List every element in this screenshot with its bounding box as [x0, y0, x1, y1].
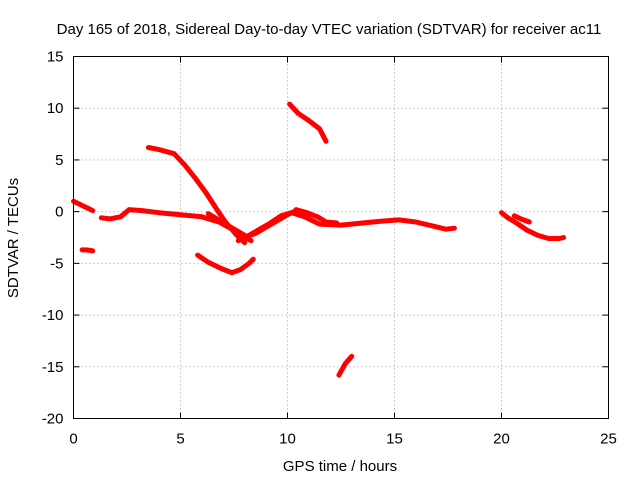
y-tick-label: -10 — [42, 307, 64, 324]
y-tick-label: 5 — [55, 152, 63, 169]
y-tick-label: 15 — [47, 49, 64, 66]
y-tick-label: -5 — [50, 255, 63, 272]
chart-title: Day 165 of 2018, Sidereal Day-to-day VTE… — [57, 21, 602, 38]
series-arc-12 — [511, 213, 532, 225]
grid-lines — [73, 56, 609, 419]
series-arc-2 — [79, 247, 96, 254]
y-tick-label: -20 — [42, 411, 64, 428]
x-axis-label: GPS time / hours — [283, 458, 397, 475]
x-tick-label: 0 — [69, 431, 77, 448]
y-tick-label: 0 — [55, 204, 63, 221]
data-series-layer — [71, 101, 567, 378]
y-axis-label: SDTVAR / TECUs — [5, 178, 22, 298]
x-tick-label: 5 — [176, 431, 184, 448]
x-tick-label: 25 — [600, 431, 617, 448]
plot-frame — [73, 56, 609, 419]
y-tick-label: 10 — [47, 100, 64, 117]
x-tick-label: 15 — [386, 431, 403, 448]
x-tick-label: 10 — [279, 431, 296, 448]
series-arc-11 — [499, 210, 567, 241]
series-arc-8 — [293, 207, 340, 226]
series-arc-10 — [336, 353, 355, 378]
x-tick-label: 20 — [493, 431, 510, 448]
axis-ticks: 0 5 10 15 20 25 -20 -15 -10 -5 0 5 10 15 — [42, 49, 617, 448]
series-arc-1 — [71, 198, 96, 214]
series-arc-5 — [195, 252, 256, 276]
series-arc-9 — [287, 101, 329, 144]
y-tick-label: -15 — [42, 359, 64, 376]
